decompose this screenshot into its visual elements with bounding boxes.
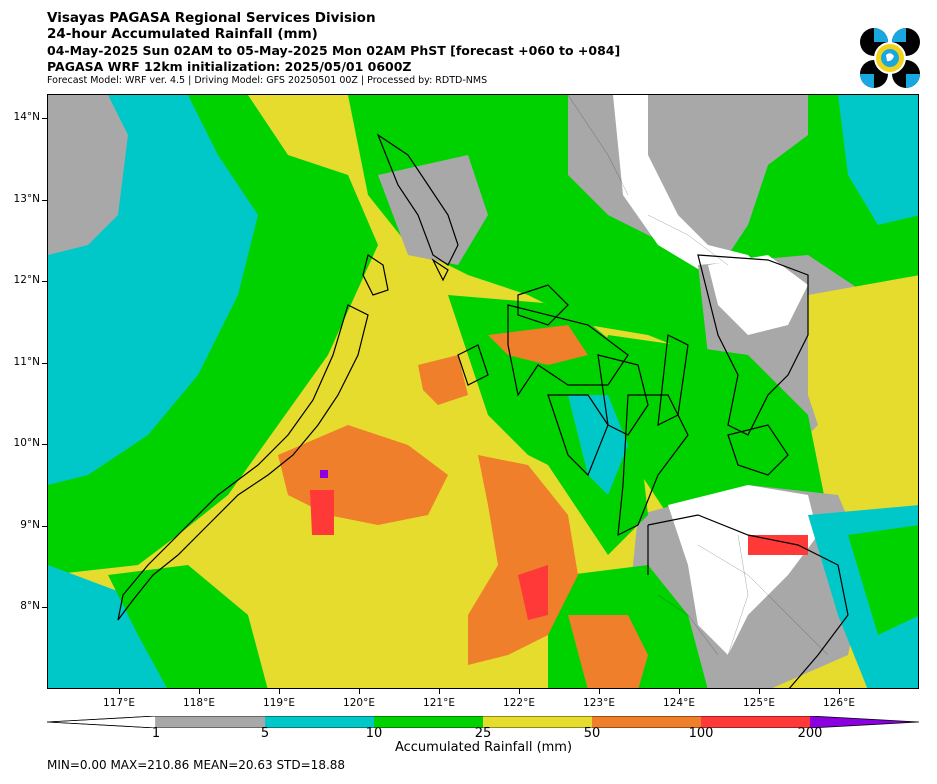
longitude-tick-mark xyxy=(439,689,440,694)
statistics-text: MIN=0.00 MAX=210.86 MEAN=20.63 STD=18.88 xyxy=(47,758,346,772)
longitude-tick-label: 123°E xyxy=(583,697,615,709)
longitude-tick-label: 124°E xyxy=(663,697,695,709)
latitude-tick-mark xyxy=(42,525,47,527)
latitude-tick-label: 11°N xyxy=(13,355,40,368)
longitude-tick-mark xyxy=(119,689,120,694)
model-initialization: PAGASA WRF 12km initialization: 2025/05/… xyxy=(47,59,412,74)
colorbar-segment xyxy=(265,716,374,728)
longitude-tick-mark xyxy=(199,689,200,694)
rain-zone-gray-northwest xyxy=(48,95,128,255)
map-subtitle: 24-hour Accumulated Rainfall (mm) xyxy=(47,26,318,42)
longitude-tick-label: 117°E xyxy=(103,697,135,709)
rainfall-field xyxy=(48,95,918,688)
rain-zone-cyan-northeast xyxy=(838,95,918,225)
latitude-tick-mark xyxy=(42,118,47,120)
rain-zone-orange-center xyxy=(468,455,578,665)
colorbar-level-label: 200 xyxy=(797,726,823,741)
longitude-tick-mark xyxy=(679,689,680,694)
pagasa-logo xyxy=(859,27,921,89)
colorbar-max-extension xyxy=(810,716,919,728)
rain-zone-orange-west xyxy=(278,425,448,525)
colorbar-segment xyxy=(701,716,810,728)
rain-zone-yellow-east xyxy=(808,275,918,535)
longitude-tick-label: 126°E xyxy=(823,697,855,709)
rain-zone-cyan-central xyxy=(568,395,628,495)
rain-zone-red-center xyxy=(518,565,548,620)
longitude-tick-label: 118°E xyxy=(183,697,215,709)
longitude-tick-mark xyxy=(279,689,280,694)
longitude-tick-label: 121°E xyxy=(423,697,455,709)
rain-zone-white-north xyxy=(613,95,768,275)
colorbar-level-label: 50 xyxy=(583,726,601,741)
colorbar-segment xyxy=(592,716,701,728)
latitude-tick-mark xyxy=(42,607,47,609)
rain-zone-green-far-southeast xyxy=(848,525,918,635)
latitude-tick-mark xyxy=(42,362,47,364)
rain-zone-red-west xyxy=(310,490,334,535)
rain-zone-gray-mid-west xyxy=(378,155,488,265)
longitude-tick-label: 125°E xyxy=(743,697,775,709)
longitude-tick-label: 119°E xyxy=(263,697,295,709)
colorbar-level-label: 25 xyxy=(474,726,492,741)
colorbar-level-label: 100 xyxy=(688,726,714,741)
forecast-period: 04-May-2025 Sun 02AM to 05-May-2025 Mon … xyxy=(47,43,621,58)
rain-zone-orange-bay xyxy=(488,325,588,365)
colorbar-segment xyxy=(156,716,265,728)
latitude-tick-label: 12°N xyxy=(13,274,40,287)
colorbar-level-label: 10 xyxy=(365,726,383,741)
colorbar-level-label: 5 xyxy=(260,726,270,741)
latitude-tick-label: 13°N xyxy=(13,192,40,205)
latitude-tick-label: 8°N xyxy=(20,600,40,613)
colorbar-segment xyxy=(483,716,592,728)
longitude-tick-label: 122°E xyxy=(503,697,535,709)
longitude-tick-mark xyxy=(759,689,760,694)
latitude-tick-mark xyxy=(42,199,47,201)
latitude-tick-label: 9°N xyxy=(20,518,40,531)
coastlines xyxy=(117,133,849,688)
rain-zone-orange-south xyxy=(568,615,648,688)
colorbar-level-label: 1 xyxy=(151,726,161,741)
latitude-tick-label: 10°N xyxy=(13,437,40,450)
map-title: Visayas PAGASA Regional Services Divisio… xyxy=(47,10,376,26)
rain-zone-green-southwest xyxy=(108,565,268,688)
province-boundaries xyxy=(567,95,829,656)
rain-zone-red-southeast xyxy=(748,535,808,555)
latitude-tick-mark xyxy=(42,281,47,283)
rain-zone-white-east xyxy=(708,255,808,335)
longitude-tick-label: 120°E xyxy=(343,697,375,709)
colorbar-segment xyxy=(374,716,483,728)
rain-zone-purple-max xyxy=(320,470,328,478)
rain-zone-orange-northcentral xyxy=(418,355,468,405)
rainfall-map xyxy=(47,94,919,689)
longitude-tick-mark xyxy=(839,689,840,694)
longitude-tick-mark xyxy=(359,689,360,694)
latitude-tick-mark xyxy=(42,444,47,446)
model-info: Forecast Model: WRF ver. 4.5 | Driving M… xyxy=(47,75,488,86)
latitude-tick-label: 14°N xyxy=(13,111,40,124)
rain-zone-white-southeast xyxy=(668,485,818,655)
colorbar-title: Accumulated Rainfall (mm) xyxy=(394,740,573,755)
longitude-tick-mark xyxy=(519,689,520,694)
longitude-tick-mark xyxy=(599,689,600,694)
